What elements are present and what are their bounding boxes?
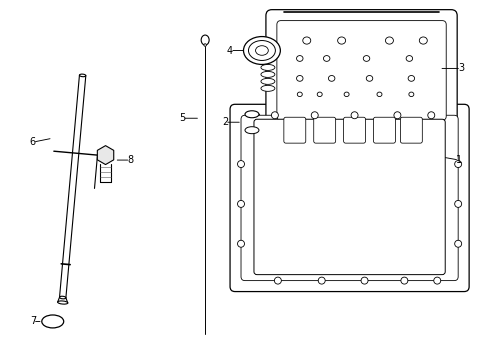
Ellipse shape: [243, 37, 280, 64]
FancyBboxPatch shape: [343, 117, 365, 143]
Ellipse shape: [203, 44, 206, 46]
Ellipse shape: [302, 37, 310, 44]
Ellipse shape: [337, 37, 345, 44]
Ellipse shape: [244, 111, 259, 118]
Ellipse shape: [79, 74, 85, 77]
Ellipse shape: [376, 92, 381, 96]
FancyBboxPatch shape: [400, 117, 422, 143]
Text: 3: 3: [457, 63, 463, 73]
Ellipse shape: [310, 112, 318, 119]
Ellipse shape: [454, 161, 461, 167]
Ellipse shape: [296, 76, 303, 81]
Ellipse shape: [406, 55, 412, 61]
Ellipse shape: [427, 112, 434, 119]
Ellipse shape: [344, 92, 348, 96]
Ellipse shape: [328, 76, 334, 81]
Ellipse shape: [419, 37, 427, 44]
Ellipse shape: [454, 240, 461, 247]
Ellipse shape: [318, 277, 325, 284]
Ellipse shape: [400, 277, 407, 284]
FancyBboxPatch shape: [265, 10, 456, 131]
Text: 8: 8: [127, 155, 133, 165]
Ellipse shape: [261, 64, 274, 71]
Ellipse shape: [41, 315, 63, 328]
Text: 5: 5: [179, 113, 185, 123]
FancyBboxPatch shape: [373, 117, 395, 143]
Text: 1: 1: [455, 155, 461, 165]
FancyBboxPatch shape: [253, 119, 444, 275]
Ellipse shape: [261, 85, 274, 91]
Ellipse shape: [350, 112, 357, 119]
Ellipse shape: [360, 277, 367, 284]
Ellipse shape: [237, 201, 244, 207]
Ellipse shape: [407, 76, 414, 81]
Ellipse shape: [237, 240, 244, 247]
Ellipse shape: [248, 41, 275, 60]
Text: 2: 2: [222, 117, 228, 127]
Ellipse shape: [433, 277, 440, 284]
Ellipse shape: [454, 201, 461, 207]
Ellipse shape: [363, 55, 369, 61]
Ellipse shape: [237, 161, 244, 167]
Ellipse shape: [60, 296, 66, 299]
Ellipse shape: [271, 112, 278, 119]
FancyBboxPatch shape: [229, 104, 468, 292]
Ellipse shape: [274, 277, 281, 284]
Ellipse shape: [255, 46, 268, 55]
FancyBboxPatch shape: [283, 117, 305, 143]
Text: 4: 4: [226, 45, 233, 55]
FancyBboxPatch shape: [241, 115, 457, 280]
Ellipse shape: [261, 78, 274, 84]
Ellipse shape: [58, 301, 68, 304]
Ellipse shape: [385, 37, 393, 44]
Polygon shape: [97, 146, 114, 165]
Ellipse shape: [408, 92, 413, 96]
Ellipse shape: [366, 76, 372, 81]
Ellipse shape: [297, 92, 302, 96]
Ellipse shape: [317, 92, 322, 96]
FancyBboxPatch shape: [313, 117, 335, 143]
Ellipse shape: [393, 112, 400, 119]
Ellipse shape: [261, 71, 274, 77]
Ellipse shape: [323, 55, 329, 61]
Ellipse shape: [244, 127, 259, 134]
Text: 7: 7: [30, 316, 36, 327]
Ellipse shape: [296, 55, 303, 61]
Text: 6: 6: [30, 137, 36, 147]
FancyBboxPatch shape: [276, 21, 446, 120]
